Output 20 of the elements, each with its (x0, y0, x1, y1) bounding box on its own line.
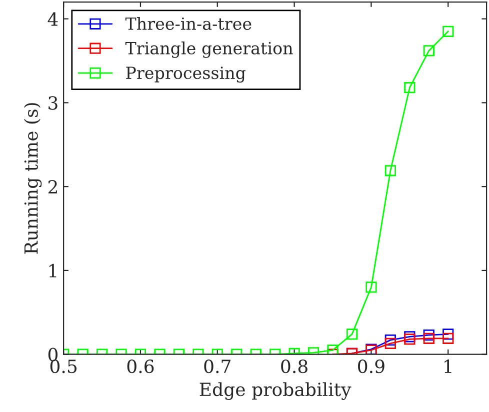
y-tick-label: 3 (48, 96, 58, 110)
point (442, 26, 454, 37)
y-tick-label: 4 (48, 12, 58, 26)
legend-label: Three-in-a-tree (125, 17, 252, 30)
x-tick-label: 0.9 (358, 360, 384, 374)
x-tick-label: 0.7 (204, 360, 230, 374)
x-tick-label: 0.6 (127, 360, 154, 374)
point (404, 82, 416, 94)
y-tick-label: 2 (48, 180, 57, 194)
y-tick-label: 0 (48, 348, 58, 362)
y-tick-label: 1 (49, 264, 56, 278)
point (423, 45, 434, 56)
legend-label: Preprocessing (126, 66, 246, 83)
y-axis-title: Running time (s) (24, 103, 42, 254)
x-tick-label: 1 (444, 360, 452, 373)
legend-label: Triangle generation (125, 42, 293, 58)
x-axis-title: Edge probability (200, 382, 352, 400)
point (384, 165, 396, 176)
x-tick-label: 0.5 (50, 360, 77, 374)
x-tick-label: 0.8 (281, 360, 308, 374)
